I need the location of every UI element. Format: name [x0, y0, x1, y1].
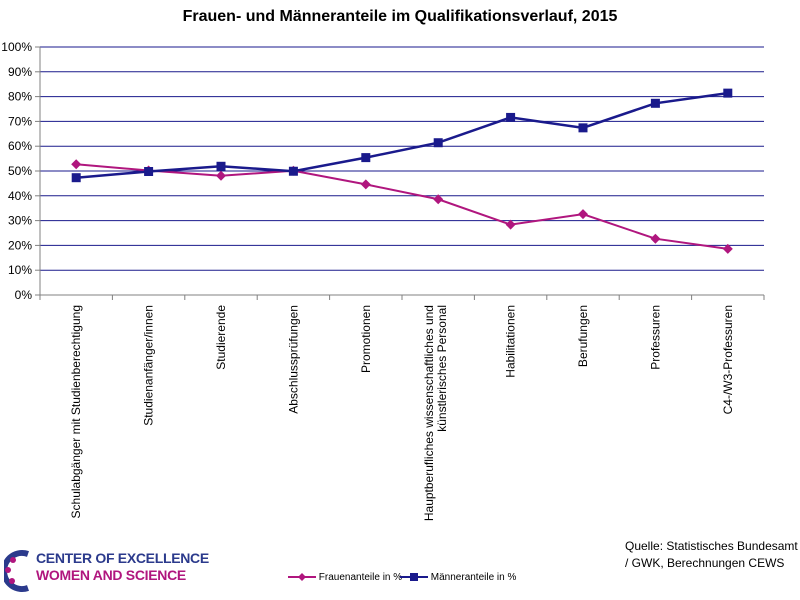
- series-line: [76, 163, 728, 250]
- legend-label: Frauenanteile in %: [318, 572, 403, 583]
- data-point-diamond: [650, 233, 661, 244]
- y-tick-label: 80%: [8, 90, 32, 104]
- series-maenner: [71, 88, 733, 183]
- data-point-diamond: [578, 209, 588, 220]
- data-point-diamond: [71, 159, 82, 170]
- y-tick-label: 50%: [8, 164, 32, 178]
- x-category-label: Studienanfänger/innen: [142, 305, 156, 426]
- x-category-label-line: Studierende: [214, 305, 228, 370]
- data-point-diamond: [360, 179, 371, 190]
- data-point-square: [71, 173, 81, 183]
- y-tick-label: 70%: [8, 114, 32, 128]
- x-category-label: Promotionen: [359, 305, 373, 373]
- x-category-label-line: Promotionen: [359, 305, 373, 373]
- x-category-label: Habilitationen: [504, 305, 518, 378]
- x-category-label-line: Hauptberufliches wissenschaftliches und: [422, 305, 436, 521]
- data-point-diamond: [722, 243, 733, 254]
- y-axis-tick-labels: 0% 10% 20% 30% 40% 50% 60% 70% 80% 90% 100%: [1, 40, 32, 302]
- legend-swatch-diamond-icon: [288, 573, 316, 582]
- logo-text-line1: CENTER OF EXCELLENCE: [36, 550, 209, 566]
- x-category-label: Schulabgänger mit Studienberechtigung: [69, 305, 83, 518]
- x-category-label: C4-/W3-Professuren: [721, 305, 735, 414]
- cews-logo-icon: [4, 550, 29, 592]
- data-point-square: [433, 138, 443, 148]
- y-tick-label: 30%: [8, 214, 32, 228]
- x-category-label-line: Berufungen: [576, 305, 590, 367]
- data-point-square: [723, 88, 733, 98]
- x-category-label: Studierende: [214, 305, 228, 370]
- x-category-label-line: Schulabgänger mit Studienberechtigung: [69, 305, 83, 518]
- x-category-label-line: Studienanfänger/innen: [142, 305, 156, 426]
- y-tick-label: 60%: [8, 139, 32, 153]
- data-point-square: [216, 161, 226, 171]
- axes: [35, 46, 765, 300]
- series-lines: [71, 88, 733, 254]
- data-point-square: [361, 153, 371, 163]
- x-category-label-line: C4-/W3-Professuren: [721, 305, 735, 414]
- y-tick-label: 40%: [8, 189, 32, 203]
- cews-logo: CENTER OF EXCELLENCE WOMEN AND SCIENCE: [4, 546, 209, 596]
- data-point-square: [288, 166, 298, 176]
- chart-title: Frauen- und Männeranteile im Qualifikati…: [182, 8, 618, 25]
- y-tick-label: 100%: [1, 40, 32, 54]
- data-point-square: [650, 98, 660, 108]
- logo-text-line2: WOMEN AND SCIENCE: [36, 567, 186, 583]
- x-category-label-line: künstlerisches Personal: [435, 305, 449, 432]
- x-category-label: Abschlussprüfungen: [286, 305, 300, 414]
- x-category-label: Berufungen: [576, 305, 590, 367]
- x-category-label-line: Professuren: [648, 305, 662, 370]
- legend-item-maenner: Männeranteile in %: [400, 572, 516, 583]
- data-point-diamond: [505, 219, 516, 230]
- legend-swatch-square-icon: [400, 573, 428, 582]
- legend-item-frauen: Frauenanteile in %: [288, 572, 402, 583]
- data-point-square: [506, 112, 516, 122]
- legend-label: Männeranteile in %: [430, 572, 517, 583]
- y-tick-label: 20%: [8, 238, 32, 252]
- series-frauen: [71, 159, 733, 254]
- data-point-square: [578, 123, 588, 133]
- y-tick-label: 0%: [15, 288, 33, 302]
- source-note: Quelle: Statistisches Bundesamt / GWK, B…: [625, 538, 798, 572]
- y-tick-label: 90%: [8, 65, 32, 79]
- x-category-label: Professuren: [648, 305, 662, 370]
- data-point-diamond: [216, 170, 226, 181]
- gridlines: [40, 46, 764, 271]
- y-tick-label: 10%: [8, 263, 32, 277]
- x-category-label: Hauptberufliches wissenschaftliches undk…: [422, 305, 449, 521]
- series-line: [76, 91, 728, 179]
- data-point-square: [144, 166, 154, 176]
- x-category-label-line: Abschlussprüfungen: [286, 305, 300, 414]
- source-line: Quelle: Statistisches Bundesamt: [625, 539, 798, 553]
- x-category-label-line: Habilitationen: [504, 305, 518, 378]
- source-line: / GWK, Berechnungen CEWS: [625, 556, 785, 570]
- data-point-diamond: [433, 194, 444, 205]
- x-axis-category-labels: Schulabgänger mit Studienberechtigung Stu…: [69, 305, 735, 521]
